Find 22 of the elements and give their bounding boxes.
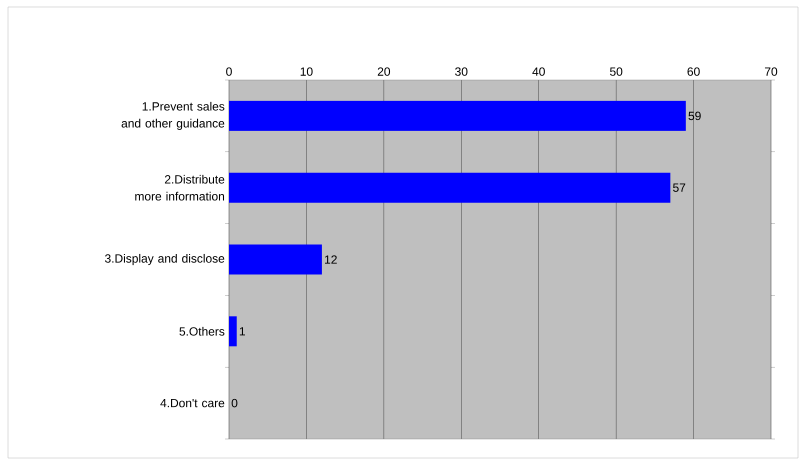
bar [229,172,670,203]
data-label: 57 [673,184,686,192]
y-tick-label: 5.Others [179,326,224,336]
data-label: 1 [240,327,245,336]
y-tick-label: 4.Don't care [160,398,224,408]
x-tick-label: 20 [378,67,390,76]
y-tick-label: 1.Prevent sales and other guidance [122,102,224,130]
data-label: 12 [325,255,337,264]
x-tick-label: 30 [455,67,468,76]
x-tick-label: 60 [688,67,700,76]
x-tick-label: 40 [532,67,545,76]
x-tick-label: 0 [226,67,232,76]
bar [229,244,322,275]
y-tick-label: 2.Distribute more information [135,174,224,201]
data-label: 0 [232,398,238,408]
data-label: 59 [688,112,701,120]
x-tick-label: 50 [610,67,622,76]
y-tick-label: 3.Display and disclose [104,254,224,266]
x-tick-label: 10 [300,67,313,76]
bar [229,316,237,346]
x-tick-label: 70 [764,67,778,76]
bar [229,100,686,131]
